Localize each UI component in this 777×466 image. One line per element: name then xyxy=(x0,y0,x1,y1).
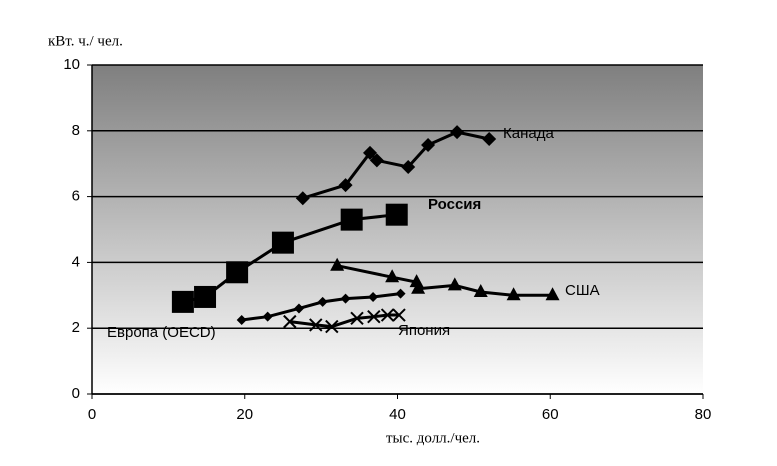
marker xyxy=(506,287,521,301)
marker xyxy=(482,132,497,147)
marker xyxy=(295,191,310,206)
series-label: Россия xyxy=(428,196,481,213)
x-tick-label: 60 xyxy=(542,406,559,423)
marker xyxy=(421,137,436,152)
marker xyxy=(325,319,339,334)
y-tick-label: 4 xyxy=(72,253,80,270)
marker xyxy=(545,287,560,301)
marker xyxy=(411,280,426,294)
marker xyxy=(293,303,304,314)
marker xyxy=(385,203,408,226)
marker xyxy=(283,314,297,329)
y-tick-label: 6 xyxy=(72,188,80,205)
marker xyxy=(368,291,379,302)
x-tick-label: 0 xyxy=(88,406,96,423)
marker xyxy=(367,309,381,324)
y-tick-label: 2 xyxy=(72,319,80,336)
marker xyxy=(385,269,400,283)
y-tick-label: 0 xyxy=(72,385,80,402)
marker xyxy=(330,257,345,271)
marker xyxy=(409,274,424,288)
marker xyxy=(392,308,406,322)
series-label: Канада xyxy=(503,125,554,142)
marker xyxy=(380,308,395,322)
marker xyxy=(309,318,323,332)
marker xyxy=(236,314,247,325)
marker xyxy=(473,284,488,298)
marker xyxy=(340,208,363,231)
x-tick-label: 80 xyxy=(695,406,712,423)
marker xyxy=(447,277,462,291)
marker xyxy=(338,178,353,193)
marker xyxy=(450,125,465,140)
marker xyxy=(363,145,378,160)
marker xyxy=(395,288,406,299)
series-label: США xyxy=(565,282,600,299)
marker xyxy=(226,261,249,284)
series-label: Европа (OECD) xyxy=(107,324,216,341)
marker xyxy=(171,290,194,313)
x-axis-title: тыс. долл./чел. xyxy=(386,430,480,446)
marker xyxy=(194,285,217,308)
marker xyxy=(340,293,351,304)
y-tick-label: 10 xyxy=(63,56,80,73)
y-tick-label: 8 xyxy=(72,122,80,139)
marker xyxy=(271,231,294,254)
marker xyxy=(369,153,384,168)
y-axis-title: кВт. ч./ чел. xyxy=(48,33,123,49)
plot-area xyxy=(92,65,703,394)
marker xyxy=(262,311,273,322)
marker xyxy=(350,311,364,326)
x-tick-label: 20 xyxy=(236,406,253,423)
marker xyxy=(317,296,328,307)
marker xyxy=(401,159,416,174)
series-label: Япония xyxy=(398,322,450,339)
x-tick-label: 40 xyxy=(389,406,406,423)
